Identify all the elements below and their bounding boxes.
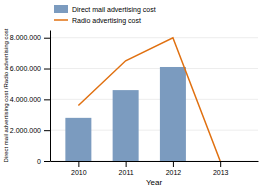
tick-mark	[173, 161, 174, 167]
bar	[160, 67, 186, 161]
grid	[50, 38, 258, 161]
x-axis-title: Year	[146, 178, 163, 187]
tick-label: 2010	[71, 169, 87, 176]
bar	[65, 118, 91, 161]
tick-mark	[78, 161, 79, 167]
legend: Direct mail advertising cost Radio advert…	[54, 5, 156, 25]
tick: 8.000.000	[10, 34, 50, 41]
tick: 4.000.000	[10, 96, 50, 103]
bar-series	[65, 67, 186, 161]
grid-line	[50, 68, 258, 69]
legend-item: Direct mail advertising cost	[54, 5, 156, 14]
y-axis-title: Direct mail advertising cost /Radio adve…	[3, 28, 9, 162]
grid-line	[50, 37, 258, 38]
tick-label: 4.000.000	[10, 96, 41, 103]
tick-label: 2011	[119, 169, 134, 176]
tick: 2011	[119, 161, 134, 176]
tick-mark	[126, 161, 127, 167]
tick-label: 2.000.000	[10, 127, 41, 134]
tick-label: 0	[37, 158, 41, 165]
tick-mark	[44, 161, 50, 162]
tick-label: 8.000.000	[10, 34, 41, 41]
legend-swatch	[54, 19, 68, 21]
tick: 2010	[71, 161, 87, 176]
chart: 2010 2011 2012 2013 0 2.000.000 4.000.000 6.000…	[0, 0, 266, 189]
grid-line	[50, 99, 258, 100]
tick-mark	[44, 99, 50, 100]
tick-mark	[44, 69, 50, 70]
legend-item: Radio advertising cost	[54, 17, 141, 25]
marks	[65, 38, 220, 161]
tick: 6.000.000	[10, 65, 50, 72]
tick: 2.000.000	[10, 127, 50, 134]
tick-label: 2013	[213, 169, 229, 176]
tick-mark	[44, 130, 50, 131]
plot: 2010 2011 2012 2013 0 2.000.000 4.000.000 6.000…	[10, 31, 259, 176]
bar	[113, 90, 139, 161]
x-axis: 2010 2011 2012 2013	[51, 161, 259, 176]
tick-label: 2012	[166, 169, 182, 176]
axis-line	[50, 31, 51, 162]
tick: 2012	[166, 161, 182, 176]
axis-line	[51, 161, 259, 162]
legend-label: Direct mail advertising cost	[72, 6, 156, 14]
line	[78, 38, 220, 161]
tick-label: 6.000.000	[10, 65, 41, 72]
tick-mark	[220, 161, 221, 167]
legend-label: Radio advertising cost	[72, 17, 141, 25]
y-axis: 0 2.000.000 4.000.000 6.000.000 8.000.000	[10, 31, 51, 165]
tick: 0	[37, 158, 50, 165]
tick: 2013	[213, 161, 229, 176]
legend-swatch	[54, 5, 68, 13]
tick-mark	[44, 38, 50, 39]
